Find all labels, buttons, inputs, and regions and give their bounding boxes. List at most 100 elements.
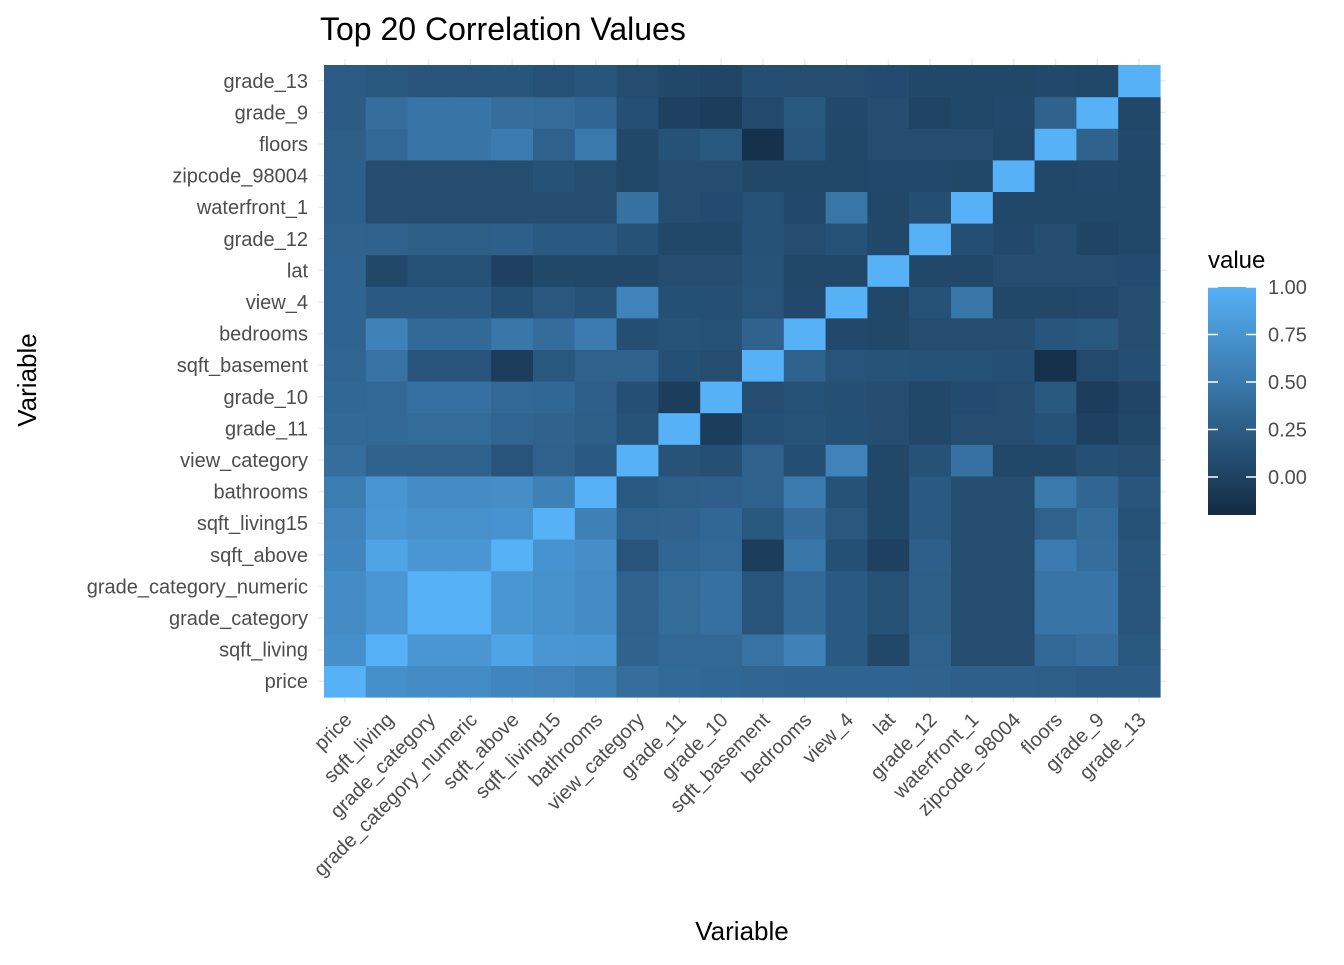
- heatmap-cell: [1118, 254, 1161, 287]
- heatmap-cell: [407, 191, 450, 224]
- legend-label: 1.00: [1268, 277, 1307, 299]
- heatmap-cell: [491, 65, 534, 98]
- heatmap-cell: [1118, 223, 1161, 256]
- heatmap-cell: [825, 65, 868, 98]
- heatmap-cell: [324, 349, 367, 382]
- heatmap-cell: [365, 286, 409, 319]
- heatmap-cell: [449, 665, 492, 698]
- heatmap-cell: [616, 317, 659, 350]
- heatmap-cell: [700, 602, 743, 635]
- legend-label: 0.75: [1268, 325, 1307, 347]
- heatmap-cell: [909, 223, 952, 256]
- heatmap-cell: [658, 507, 701, 540]
- heatmap-cell: [783, 602, 827, 635]
- heatmap-cell: [324, 317, 367, 350]
- heatmap-cell: [658, 223, 701, 256]
- heatmap-cell: [574, 507, 618, 540]
- heatmap-cell: [742, 254, 785, 287]
- heatmap-cell: [658, 317, 701, 350]
- heatmap-cell: [783, 254, 827, 287]
- heatmap-cell: [1034, 96, 1077, 129]
- heatmap-cell: [616, 349, 659, 382]
- heatmap-cell: [407, 96, 450, 129]
- heatmap-cell: [867, 665, 910, 698]
- heatmap-cell: [449, 159, 492, 192]
- heatmap-cell: [951, 65, 994, 98]
- heatmap-cell: [992, 539, 1036, 572]
- heatmap-cell: [783, 381, 827, 414]
- heatmap-cell: [616, 665, 659, 698]
- heatmap-cell: [909, 381, 952, 414]
- heatmap-cell: [867, 191, 910, 224]
- heatmap-cell: [574, 381, 618, 414]
- heatmap-cell: [449, 381, 492, 414]
- heatmap-cell: [491, 223, 534, 256]
- heatmap-cell: [491, 317, 534, 350]
- heatmap-cell: [742, 65, 785, 98]
- heatmap-cell: [700, 539, 743, 572]
- heatmap-cell: [491, 412, 534, 445]
- heatmap-cell: [742, 191, 785, 224]
- heatmap-cell: [324, 444, 367, 477]
- heatmap-cell: [407, 223, 450, 256]
- heatmap-cell: [449, 128, 492, 161]
- heatmap-cell: [867, 128, 910, 161]
- y-axis-title: Variable: [12, 333, 42, 426]
- heatmap-cell: [616, 633, 659, 666]
- heatmap-cell: [742, 665, 785, 698]
- heatmap-cell: [574, 412, 618, 445]
- heatmap-cell: [574, 223, 618, 256]
- heatmap-cell: [992, 381, 1036, 414]
- heatmap-cell: [700, 570, 743, 603]
- heatmap-cell: [658, 539, 701, 572]
- heatmap-cell: [867, 570, 910, 603]
- heatmap-cell: [658, 665, 701, 698]
- y-tick-label: grade_9: [235, 102, 308, 124]
- heatmap-cell: [1034, 128, 1077, 161]
- heatmap-cell: [867, 475, 910, 508]
- heatmap-cell: [616, 444, 659, 477]
- heatmap-cell: [365, 570, 409, 603]
- heatmap-cell: [491, 602, 534, 635]
- heatmap-cell: [783, 633, 827, 666]
- heatmap-cell: [867, 286, 910, 319]
- heatmap-cell: [909, 159, 952, 192]
- heatmap-cell: [951, 665, 994, 698]
- heatmap-cell: [700, 381, 743, 414]
- heatmap-cell: [1076, 96, 1119, 129]
- heatmap-cell: [909, 570, 952, 603]
- heatmap-cell: [533, 254, 576, 287]
- heatmap-cell: [742, 317, 785, 350]
- heatmap-cell: [783, 349, 827, 382]
- heatmap-cell: [1118, 317, 1161, 350]
- heatmap-cell: [365, 223, 409, 256]
- heatmap-cell: [742, 570, 785, 603]
- heatmap-cell: [825, 317, 868, 350]
- heatmap-cell: [1118, 128, 1161, 161]
- heatmap-cell: [909, 665, 952, 698]
- heatmap-cell: [533, 665, 576, 698]
- heatmap-cell: [1034, 602, 1077, 635]
- heatmap-cell: [742, 507, 785, 540]
- heatmap-cell: [658, 570, 701, 603]
- heatmap-cell: [324, 286, 367, 319]
- y-tick-label: lat: [287, 260, 309, 282]
- heatmap-cell: [1034, 65, 1077, 98]
- heatmap-cell: [324, 159, 367, 192]
- heatmap-cell: [951, 128, 994, 161]
- heatmap-cell: [407, 602, 450, 635]
- heatmap-cell: [658, 633, 701, 666]
- heatmap-cell: [407, 349, 450, 382]
- chart-title: Top 20 Correlation Values: [320, 11, 686, 47]
- heatmap-cell: [324, 128, 367, 161]
- heatmap-cell: [1034, 381, 1077, 414]
- y-tick-label: grade_11: [225, 418, 308, 440]
- heatmap-cell: [365, 412, 409, 445]
- y-tick-label: sqft_basement: [177, 355, 309, 377]
- heatmap-cell: [658, 254, 701, 287]
- heatmap-cell: [365, 159, 409, 192]
- heatmap-cell: [658, 475, 701, 508]
- heatmap-cell: [992, 286, 1036, 319]
- heatmap-cell: [574, 254, 618, 287]
- heatmap-cell: [1076, 254, 1119, 287]
